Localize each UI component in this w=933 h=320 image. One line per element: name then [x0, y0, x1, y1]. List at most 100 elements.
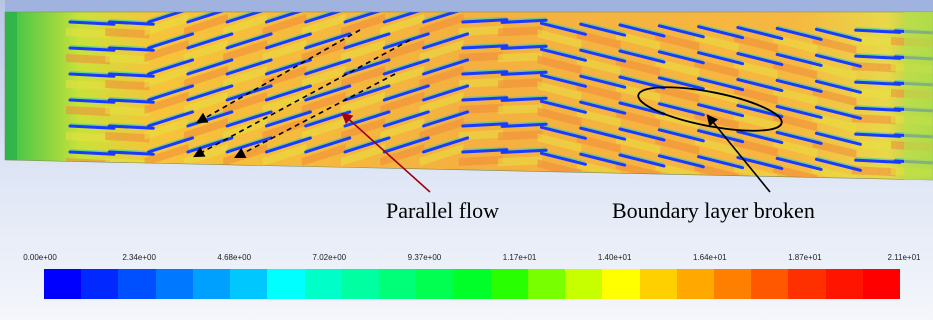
colorbar-tick-label: 2.34e+00 [122, 253, 156, 262]
fin-plate [147, 12, 195, 24]
colorbar-ticks: 0.00e+00 2.34e+00 4.68e+00 7.02e+00 9.37e+00… [0, 253, 933, 267]
fin-plate [461, 148, 509, 154]
velocity-band [419, 117, 464, 140]
fin-plate [854, 158, 902, 164]
colorbar-segment [192, 269, 231, 299]
velocity-band [144, 13, 189, 36]
fin-plate [697, 155, 745, 170]
velocity-band [380, 13, 425, 36]
velocity-band [616, 135, 660, 154]
velocity-band [616, 83, 660, 102]
velocity-band [301, 91, 346, 114]
fin-plate [814, 53, 862, 68]
velocity-band [301, 13, 346, 36]
colorbar-tick-label: 7.02e+00 [312, 253, 347, 262]
velocity-band [851, 36, 896, 47]
velocity-band [694, 32, 739, 52]
colorbar-tick-label: 1.40e+01 [597, 253, 632, 262]
velocity-band [576, 108, 621, 128]
fin-plate [422, 32, 470, 50]
fin-plate [618, 101, 666, 116]
fin-plate [579, 74, 627, 89]
velocity-band [105, 80, 150, 91]
velocity-band [655, 135, 700, 155]
fin-plate [107, 124, 155, 130]
velocity-band [262, 13, 307, 36]
velocity-band [694, 136, 739, 156]
fin-plate [68, 98, 116, 104]
fin-plate [697, 103, 745, 118]
fin-plate [304, 84, 352, 102]
velocity-band [144, 39, 189, 62]
boundary-layer-label: Boundary layer broken [612, 198, 815, 223]
fin-plate [500, 122, 548, 128]
fin-plate [500, 96, 548, 102]
boundary-layer-arrow [706, 114, 771, 193]
domain-top-band [5, 0, 933, 12]
flow-contour-plot [4, 0, 933, 193]
velocity-band [655, 31, 700, 51]
fin-plate [697, 129, 745, 144]
fin-plate [579, 22, 627, 37]
velocity-band [498, 26, 543, 37]
colorbar-segment [267, 269, 305, 299]
colorbar-tick-label: 1.87e+01 [788, 253, 822, 262]
velocity-band [380, 65, 425, 88]
fin-plate [68, 72, 116, 78]
fin-plate [107, 150, 155, 156]
fin-plate [657, 24, 705, 39]
fin-plate [657, 76, 705, 91]
inlet-strip [5, 12, 17, 160]
fin-plate [500, 44, 548, 50]
velocity-band [812, 87, 857, 107]
fin-plate [814, 105, 862, 120]
fin-plate [697, 51, 745, 66]
velocity-band [341, 91, 385, 114]
velocity-band [183, 143, 228, 166]
fin-plate [579, 100, 627, 115]
fin-plate [697, 77, 745, 92]
fin-plate [461, 96, 509, 102]
fin-plate [68, 46, 116, 52]
fin-plate [343, 136, 391, 154]
velocity-band [851, 166, 896, 177]
fin-plate [107, 20, 155, 26]
fin-plate [382, 32, 430, 50]
fin-plate [775, 52, 823, 67]
fin-plate [814, 79, 862, 94]
fin-plate [225, 12, 273, 24]
velocity-band [380, 91, 425, 114]
fin-plate [382, 84, 430, 102]
velocity-band [183, 13, 228, 36]
velocity-band [773, 60, 818, 80]
velocity-band [537, 107, 582, 127]
colorbar-segment [118, 269, 156, 299]
fin-plate [225, 58, 273, 76]
fin-plate [657, 102, 705, 117]
colorbar-segment [602, 269, 640, 299]
colorbar [44, 269, 901, 299]
fin-plate [343, 32, 391, 50]
fin-plate [147, 32, 195, 50]
velocity-band [66, 54, 110, 65]
fin-plate [579, 152, 627, 167]
velocity-band [301, 143, 346, 166]
fin-plate [304, 12, 352, 24]
velocity-band [851, 88, 896, 99]
velocity-band [223, 39, 268, 62]
fin-plate [225, 110, 273, 128]
fin-plate [186, 84, 234, 102]
velocity-band [262, 143, 307, 166]
fin-plate [422, 58, 470, 76]
fin-plate [382, 136, 430, 154]
fin-plate [461, 18, 509, 24]
velocity-band [183, 91, 228, 114]
fin-plate [382, 110, 430, 128]
velocity-band [576, 30, 621, 50]
fin-plate [68, 124, 116, 130]
fin-plate [264, 136, 312, 154]
fin-plate [814, 27, 862, 42]
fin-plate [422, 136, 470, 154]
colorbar-segment [155, 269, 193, 299]
velocity-band [694, 58, 739, 78]
